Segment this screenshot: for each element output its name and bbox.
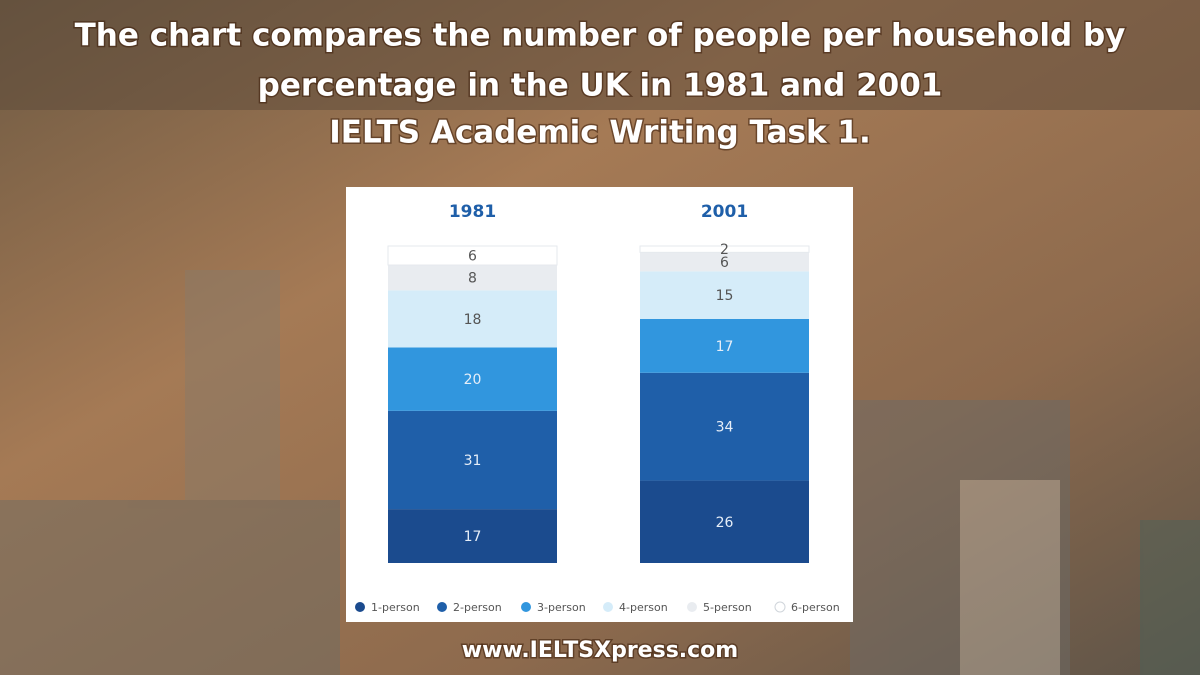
legend-swatch: [437, 602, 447, 612]
data-label: 15: [716, 288, 734, 304]
bar-segment: [388, 347, 557, 411]
legend-label: 6-person: [791, 601, 840, 614]
bar-segment: [387, 245, 558, 266]
legend-label: 3-person: [537, 601, 586, 614]
bar-segment: [640, 318, 809, 373]
data-label: 18: [464, 312, 482, 328]
legend-label: 1-person: [371, 601, 420, 614]
data-label: 34: [716, 420, 734, 436]
x-category-label: 1981: [449, 202, 496, 222]
bar-segment: [640, 271, 809, 319]
legend-swatch: [355, 602, 365, 612]
data-label: 20: [464, 372, 482, 388]
legend-swatch: [687, 602, 697, 612]
legend-label: 4-person: [619, 601, 668, 614]
bar-segment: [388, 410, 557, 510]
bar-segment: [640, 480, 809, 563]
data-label: 17: [464, 529, 482, 545]
data-label: 6: [720, 255, 729, 271]
data-label: 31: [464, 453, 482, 469]
footer-url: www.IELTSXpress.com: [462, 638, 738, 663]
data-label: 17: [716, 339, 734, 355]
title-line: percentage in the UK in 1981 and 2001: [258, 68, 943, 104]
title-line: IELTS Academic Writing Task 1.: [329, 115, 871, 151]
bar-segment: [388, 290, 557, 348]
bar-segment: [640, 252, 809, 272]
legend-swatch: [603, 602, 613, 612]
bar-segment: [388, 265, 557, 291]
bar-segment: [388, 509, 557, 563]
legend-swatch: [521, 602, 531, 612]
legend-label: 5-person: [703, 601, 752, 614]
data-label: 2: [720, 242, 729, 258]
legend-label: 2-person: [453, 601, 502, 614]
data-label: 8: [468, 271, 477, 287]
title-line: The chart compares the number of people …: [75, 18, 1126, 54]
header: The chart compares the number of people …: [73, 16, 1127, 152]
data-label: 6: [468, 249, 477, 265]
bar-segment: [639, 245, 810, 253]
x-category-label: 2001: [701, 202, 748, 222]
legend-swatch: [774, 601, 786, 613]
data-label: 26: [716, 515, 734, 531]
bar-segment: [640, 372, 809, 481]
